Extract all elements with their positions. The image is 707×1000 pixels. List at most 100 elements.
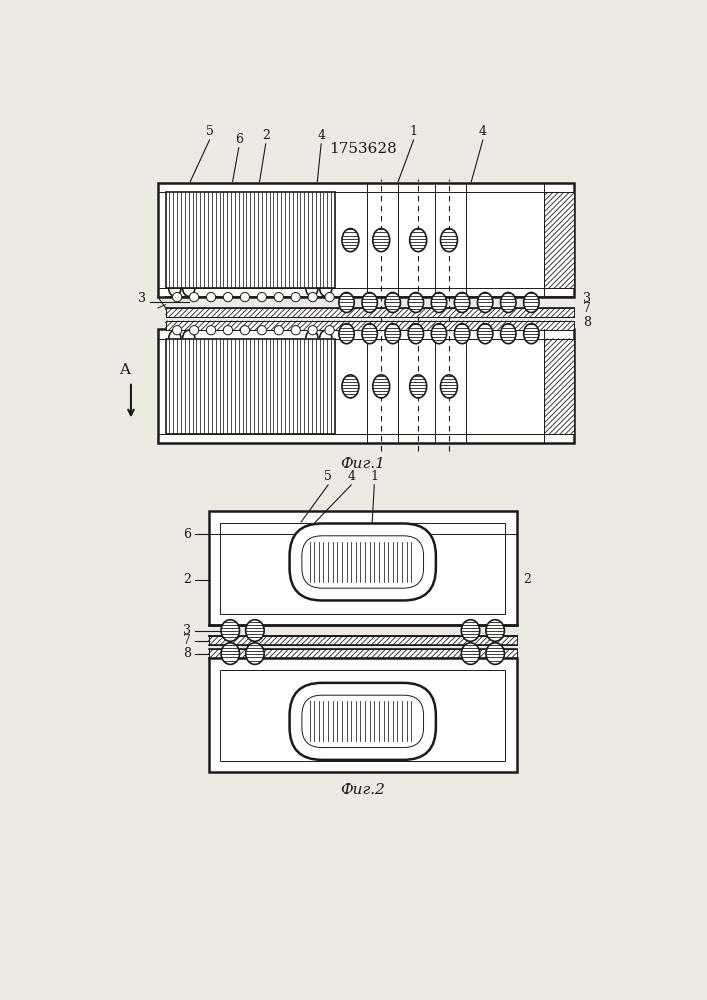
Text: Фиг.2: Фиг.2	[340, 783, 385, 797]
Bar	[209, 511, 517, 625]
Bar	[165, 321, 573, 330]
Text: 8: 8	[583, 316, 591, 329]
Text: 5: 5	[206, 125, 214, 138]
Ellipse shape	[431, 324, 447, 344]
Ellipse shape	[501, 324, 516, 344]
Ellipse shape	[339, 292, 354, 312]
Bar	[544, 339, 573, 434]
Bar	[544, 339, 573, 434]
Bar	[544, 192, 573, 288]
Circle shape	[223, 326, 233, 335]
Ellipse shape	[362, 292, 378, 312]
FancyBboxPatch shape	[302, 695, 423, 748]
Text: 7: 7	[183, 634, 191, 647]
Text: 4: 4	[347, 470, 355, 483]
Text: 2: 2	[523, 573, 531, 586]
FancyBboxPatch shape	[290, 683, 436, 760]
Circle shape	[206, 326, 216, 335]
Ellipse shape	[477, 324, 493, 344]
Ellipse shape	[455, 324, 469, 344]
Text: 5: 5	[324, 470, 332, 483]
Ellipse shape	[440, 375, 457, 398]
Bar	[221, 670, 506, 761]
Ellipse shape	[486, 620, 504, 641]
Ellipse shape	[385, 324, 400, 344]
Circle shape	[189, 292, 199, 302]
Circle shape	[257, 292, 267, 302]
Ellipse shape	[461, 620, 480, 641]
Circle shape	[189, 326, 199, 335]
Text: 6: 6	[235, 133, 243, 146]
Text: 4: 4	[479, 125, 487, 138]
Ellipse shape	[455, 292, 469, 312]
Circle shape	[342, 326, 351, 335]
Bar	[209, 658, 517, 772]
Ellipse shape	[373, 229, 390, 252]
Circle shape	[240, 292, 250, 302]
Ellipse shape	[461, 643, 480, 664]
Ellipse shape	[477, 292, 493, 312]
Ellipse shape	[385, 292, 400, 312]
Text: 1: 1	[370, 470, 378, 483]
Text: 3: 3	[183, 624, 191, 637]
Circle shape	[308, 292, 317, 302]
FancyBboxPatch shape	[302, 536, 423, 588]
Ellipse shape	[524, 292, 539, 312]
Bar	[209, 636, 517, 645]
Circle shape	[173, 326, 182, 335]
Ellipse shape	[246, 643, 264, 664]
Circle shape	[274, 326, 284, 335]
Ellipse shape	[501, 292, 516, 312]
Text: 6: 6	[183, 528, 191, 541]
Text: 3: 3	[583, 292, 591, 305]
Bar	[221, 523, 506, 614]
Circle shape	[223, 292, 233, 302]
Ellipse shape	[486, 643, 504, 664]
Bar	[209, 649, 517, 658]
Text: 3: 3	[139, 292, 146, 305]
Circle shape	[240, 326, 250, 335]
Text: Фиг.1: Фиг.1	[340, 457, 385, 471]
Bar	[209, 649, 517, 658]
Bar	[165, 308, 573, 317]
Bar	[165, 321, 573, 330]
Ellipse shape	[409, 229, 426, 252]
Ellipse shape	[221, 620, 240, 641]
Text: 4: 4	[317, 129, 325, 142]
Circle shape	[291, 292, 300, 302]
Bar	[165, 308, 573, 317]
Ellipse shape	[431, 292, 447, 312]
Circle shape	[257, 326, 267, 335]
Text: 1: 1	[409, 125, 418, 138]
Circle shape	[206, 292, 216, 302]
FancyBboxPatch shape	[290, 523, 436, 600]
Circle shape	[291, 326, 300, 335]
Circle shape	[308, 326, 317, 335]
Circle shape	[173, 292, 182, 302]
Circle shape	[342, 292, 351, 302]
Ellipse shape	[362, 324, 378, 344]
Text: 8: 8	[183, 647, 191, 660]
Ellipse shape	[408, 324, 423, 344]
Bar	[165, 339, 335, 434]
Ellipse shape	[342, 229, 359, 252]
Ellipse shape	[373, 375, 390, 398]
Bar	[544, 192, 573, 288]
Ellipse shape	[440, 229, 457, 252]
Bar	[158, 329, 573, 443]
Bar	[165, 192, 335, 288]
Ellipse shape	[408, 292, 423, 312]
Text: 2: 2	[183, 573, 191, 586]
Bar	[209, 636, 517, 645]
Ellipse shape	[342, 375, 359, 398]
Circle shape	[325, 326, 334, 335]
Ellipse shape	[409, 375, 426, 398]
Ellipse shape	[524, 324, 539, 344]
Text: 1753628: 1753628	[329, 142, 397, 156]
Text: A: A	[119, 363, 130, 377]
Circle shape	[274, 292, 284, 302]
Text: 7: 7	[583, 302, 591, 316]
Text: 2: 2	[262, 129, 269, 142]
Ellipse shape	[246, 620, 264, 641]
Ellipse shape	[221, 643, 240, 664]
